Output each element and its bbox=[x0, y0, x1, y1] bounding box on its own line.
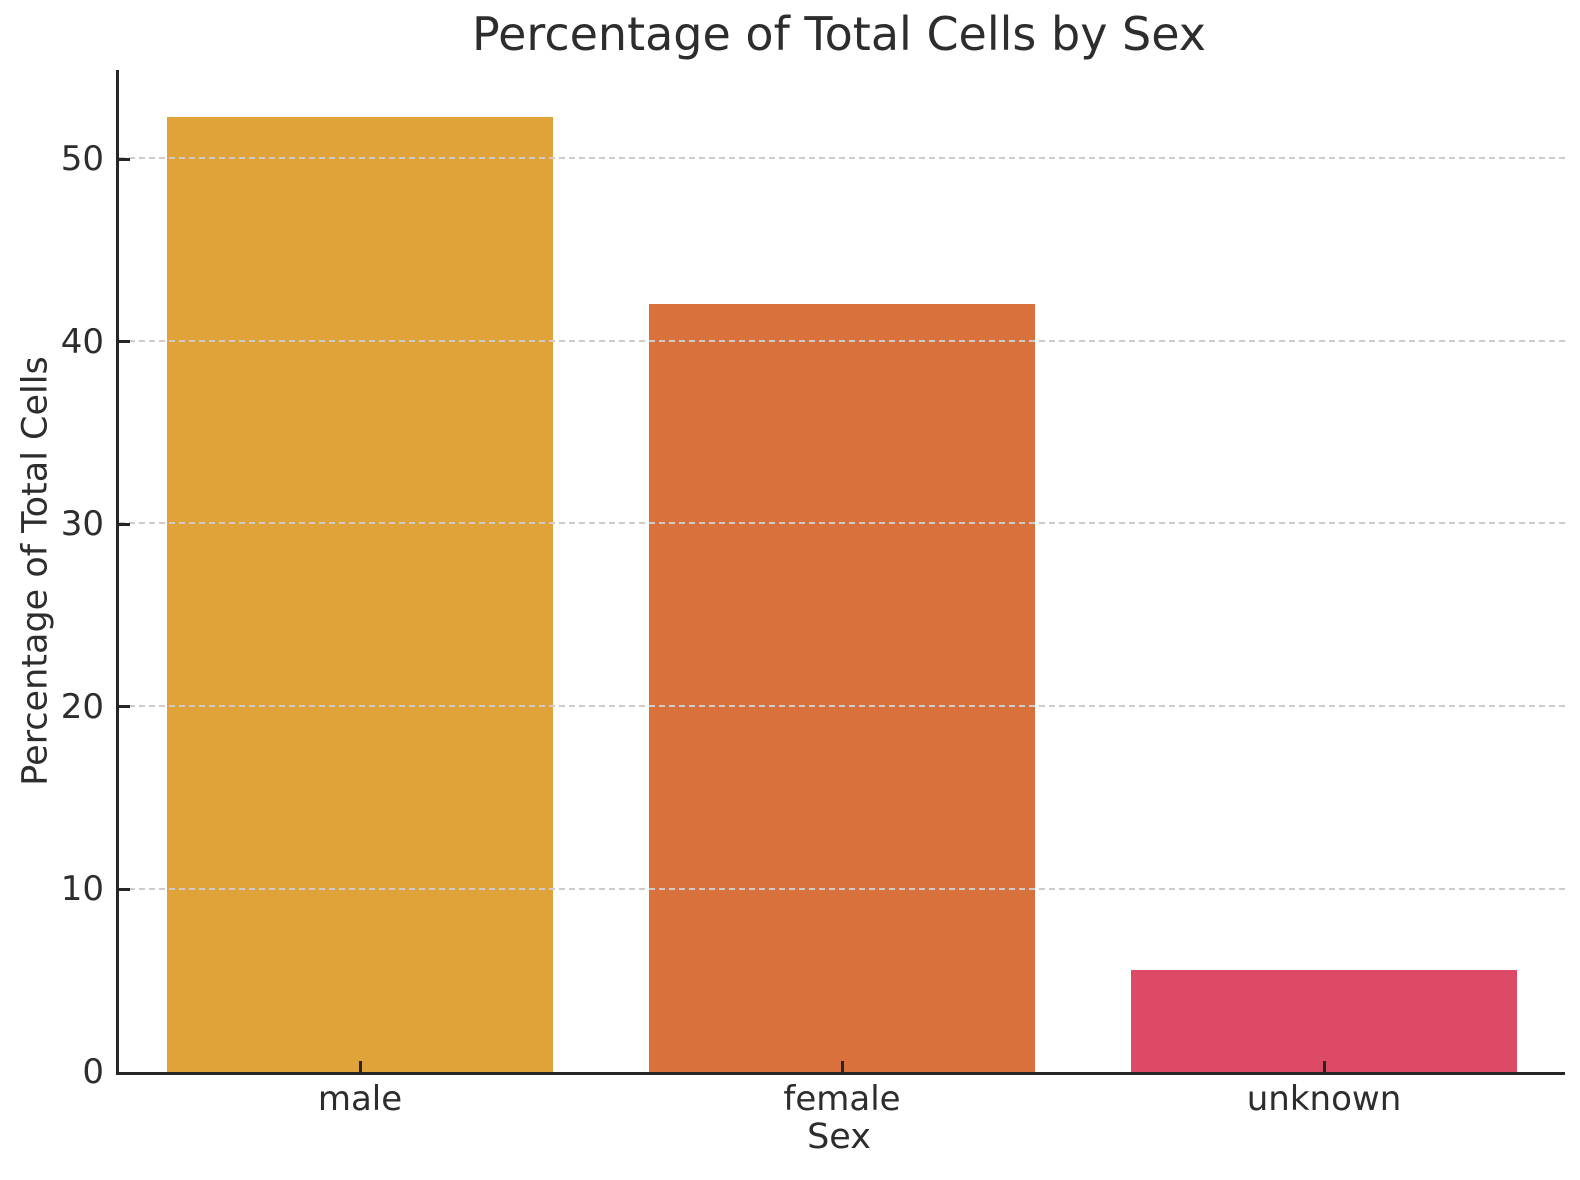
x-tick-unknown bbox=[1322, 1061, 1326, 1072]
gridline-50 bbox=[119, 157, 1565, 160]
x-tick-label-male: male bbox=[317, 1079, 403, 1119]
y-tick-label-20: 20 bbox=[60, 686, 104, 727]
x-axis-label: Sex bbox=[807, 1117, 871, 1157]
y-tick-40 bbox=[119, 340, 130, 344]
y-tick-label-30: 30 bbox=[60, 504, 104, 545]
x-tick-male bbox=[358, 1061, 362, 1072]
plot-area bbox=[116, 70, 1565, 1075]
gridline-10 bbox=[119, 887, 1565, 890]
y-tick-label-50: 50 bbox=[60, 139, 104, 180]
y-tick-10 bbox=[119, 888, 130, 891]
bar-unknown bbox=[1131, 969, 1517, 1072]
y-tick-label-0: 0 bbox=[82, 1052, 104, 1092]
gridline-20 bbox=[119, 704, 1565, 707]
gridline-30 bbox=[119, 522, 1565, 525]
y-tick-30 bbox=[119, 522, 130, 526]
x-tick-label-unknown: unknown bbox=[1246, 1079, 1402, 1119]
x-tick-female bbox=[840, 1061, 844, 1072]
gridline-40 bbox=[119, 339, 1565, 342]
bar-female bbox=[649, 303, 1035, 1072]
chart-title: Percentage of Total Cells by Sex bbox=[472, 7, 1206, 61]
y-tick-label-40: 40 bbox=[60, 321, 104, 362]
y-tick-20 bbox=[119, 705, 130, 709]
x-tick-label-female: female bbox=[783, 1079, 901, 1119]
y-tick-50 bbox=[119, 157, 130, 161]
bar-male bbox=[167, 117, 553, 1072]
y-tick-label-10: 10 bbox=[60, 869, 104, 910]
